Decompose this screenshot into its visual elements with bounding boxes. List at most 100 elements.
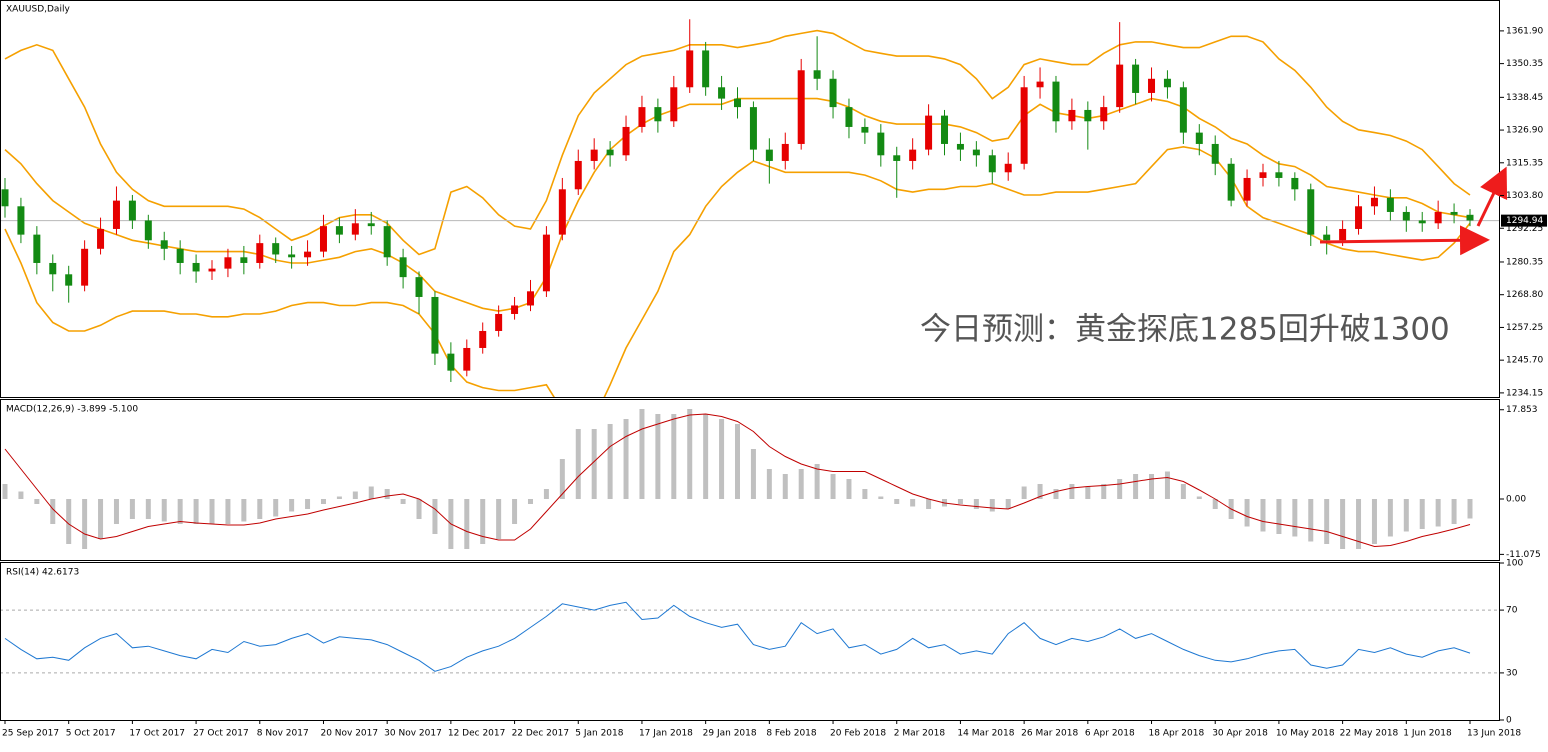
y-tick-label: 1280.35 [1506, 257, 1543, 267]
candle-body [240, 257, 248, 263]
macd-bar [1403, 499, 1409, 532]
macd-bar [1260, 499, 1266, 532]
candle-body [1179, 87, 1187, 133]
macd-bar [543, 489, 549, 499]
macd-bar [766, 469, 772, 499]
candle-body [1466, 214, 1474, 221]
macd-bar [177, 499, 183, 524]
x-tick-label: 8 Nov 2017 [257, 729, 309, 739]
y-tick-label: 1292.25 [1506, 224, 1543, 234]
macd-bar [1180, 484, 1186, 499]
signal-line [4, 413, 1471, 548]
x-tick-label: 29 Jan 2018 [703, 729, 757, 739]
macd-bar [1164, 471, 1170, 499]
macd-bar [687, 409, 693, 499]
macd-bar [1356, 499, 1362, 549]
y-tick-label: 1268.80 [1506, 290, 1543, 300]
last-price-box [1501, 214, 1547, 227]
candle-body [542, 234, 550, 292]
macd-bar [384, 489, 390, 499]
candle-body [606, 149, 614, 156]
x-tick-label: 5 Jan 2018 [575, 729, 623, 739]
macd-bar [798, 469, 804, 499]
candle-body [1084, 109, 1092, 122]
y-tick-label: 1303.80 [1506, 191, 1543, 201]
macd-bar [575, 429, 581, 499]
candle-body [829, 78, 837, 108]
rsi-panel-border [0, 562, 1500, 721]
candle-body [431, 296, 439, 354]
candle-body [319, 226, 327, 252]
macd-bar [1308, 499, 1314, 542]
x-tick-label: 13 Jun 2018 [1467, 729, 1521, 739]
candle-body [1004, 163, 1012, 173]
candle-body [526, 291, 534, 306]
macd-bar [973, 499, 979, 509]
candle-body [622, 126, 630, 156]
last-price-label: 1294.94 [1506, 216, 1543, 226]
candle-body [1323, 234, 1331, 241]
x-tick-label: 6 Apr 2018 [1085, 729, 1135, 739]
macd-bar [1037, 484, 1043, 499]
candle-body [845, 107, 853, 127]
macd-bar [814, 464, 820, 499]
macd-bar [926, 499, 932, 509]
candle-body [1370, 197, 1378, 207]
candle-body [351, 223, 359, 235]
candle-body [256, 243, 264, 263]
macd-bar [1053, 489, 1059, 499]
macd-bar [1292, 499, 1298, 537]
macd-bar [464, 499, 470, 549]
candle-body [734, 98, 741, 108]
macd-bar [225, 499, 231, 524]
candle-body [1211, 143, 1219, 164]
macd-bar [496, 499, 502, 539]
candle-body [160, 240, 168, 249]
candle-body [49, 262, 57, 275]
candle-body [1275, 172, 1283, 178]
candle-body [399, 257, 407, 278]
x-tick-label: 1 Jun 2018 [1403, 729, 1452, 739]
y-tick-label: 17.853 [1506, 405, 1538, 415]
candle-body [861, 126, 869, 133]
candle-body [1307, 189, 1315, 235]
annotation: 今日预测：黄金探底1285回升破1300 [920, 312, 1450, 348]
candle-body [288, 254, 296, 258]
panel [0, 601, 1500, 674]
candle-body [638, 107, 646, 127]
x-tick-label: 5 Oct 2017 [66, 729, 116, 739]
candle-body [1, 189, 9, 207]
x-tick-label: 22 May 2018 [1340, 729, 1399, 739]
candle-body [81, 248, 89, 286]
y-tick-label: 1315.35 [1506, 158, 1543, 168]
y-tick-label: 30 [1506, 668, 1518, 678]
candle-body [749, 107, 757, 150]
plot-layer [0, 19, 1500, 674]
macd-bar [894, 499, 900, 504]
candle-body [1163, 78, 1171, 88]
panel-title: XAUUSD,Daily [6, 5, 70, 15]
y-tick-label: 1234.15 [1506, 388, 1543, 398]
bollinger-band [4, 29, 1471, 256]
candle-body [1418, 220, 1426, 224]
macd-bar [273, 499, 279, 517]
candle-body [272, 243, 280, 255]
macd-bar [1005, 499, 1011, 509]
macd-bar [305, 499, 311, 509]
candle-body [1402, 211, 1410, 221]
candle-body [495, 313, 503, 331]
bollinger-band [4, 145, 1471, 397]
x-tick-label: 2 Mar 2018 [894, 729, 946, 739]
candle-body [1052, 81, 1060, 122]
macd-bar [336, 496, 342, 499]
macd-bar [1212, 499, 1218, 509]
candle-body [511, 305, 519, 314]
macd-bar [559, 459, 565, 499]
x-tick-label: 26 Mar 2018 [1021, 729, 1078, 739]
y-tick-label: 0 [1506, 716, 1512, 726]
macd-bar [98, 499, 104, 539]
macd-bar [671, 414, 677, 499]
candle-body [463, 347, 471, 371]
candle-body [304, 251, 312, 258]
candle-body [1355, 206, 1363, 229]
